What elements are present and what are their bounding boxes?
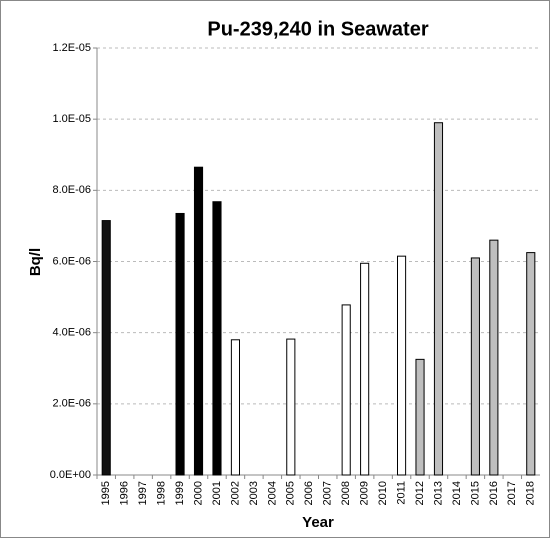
- x-tick-label: 1998: [156, 481, 168, 505]
- x-tick-label: 2003: [248, 481, 260, 505]
- bar: [397, 255, 407, 476]
- bar: [341, 304, 351, 476]
- bar: [286, 338, 296, 476]
- x-tick-label: 2009: [359, 481, 371, 505]
- y-tick-label: 1.2E-05: [52, 42, 91, 54]
- x-tick-label: 1997: [137, 481, 149, 505]
- y-axis-label: Bq/l: [27, 248, 44, 276]
- x-tick-label: 2015: [469, 481, 481, 505]
- y-tick-label: 1.0E-05: [52, 113, 91, 125]
- x-tick-label: 2017: [506, 481, 518, 505]
- bar: [489, 239, 499, 476]
- bar: [193, 166, 204, 476]
- y-tick-label: 0.0E+00: [50, 469, 91, 481]
- bar: [415, 358, 425, 476]
- x-axis-label: Year: [302, 514, 334, 531]
- bar: [433, 122, 444, 476]
- x-tick-label: 2007: [322, 481, 334, 505]
- x-tick-label: 2002: [229, 481, 241, 505]
- bar: [175, 212, 185, 476]
- x-tick-label: 2008: [340, 481, 352, 505]
- x-tick-label: 2005: [285, 481, 297, 505]
- x-tick-label: 2010: [377, 481, 389, 505]
- x-tick-label: 2004: [266, 481, 278, 505]
- x-tick-label: 2014: [451, 481, 463, 505]
- bar: [230, 339, 240, 476]
- bar: [101, 220, 111, 476]
- bar: [470, 257, 480, 476]
- x-tick-label: 1996: [119, 481, 131, 505]
- x-tick-label: 2006: [303, 481, 315, 505]
- x-tick-label: 2013: [432, 481, 444, 505]
- y-tick-label: 4.0E-06: [52, 327, 91, 339]
- bar: [526, 252, 536, 476]
- chart-title: Pu-239,240 in Seawater: [207, 18, 428, 40]
- x-tick-label: 2012: [414, 481, 426, 505]
- x-tick-label: 1995: [100, 481, 112, 505]
- bar: [360, 262, 370, 476]
- x-tick-label: 2000: [192, 481, 204, 505]
- x-tick-label: 2001: [211, 481, 223, 505]
- x-tick-label: 2018: [525, 481, 537, 505]
- y-tick-label: 8.0E-06: [52, 184, 91, 196]
- x-tick-label: 2011: [395, 481, 407, 505]
- x-tick-label: 1999: [174, 481, 186, 505]
- y-tick-label: 6.0E-06: [52, 255, 91, 267]
- bar: [212, 201, 222, 476]
- y-tick-label: 2.0E-06: [52, 398, 91, 410]
- x-tick-label: 2016: [488, 481, 500, 505]
